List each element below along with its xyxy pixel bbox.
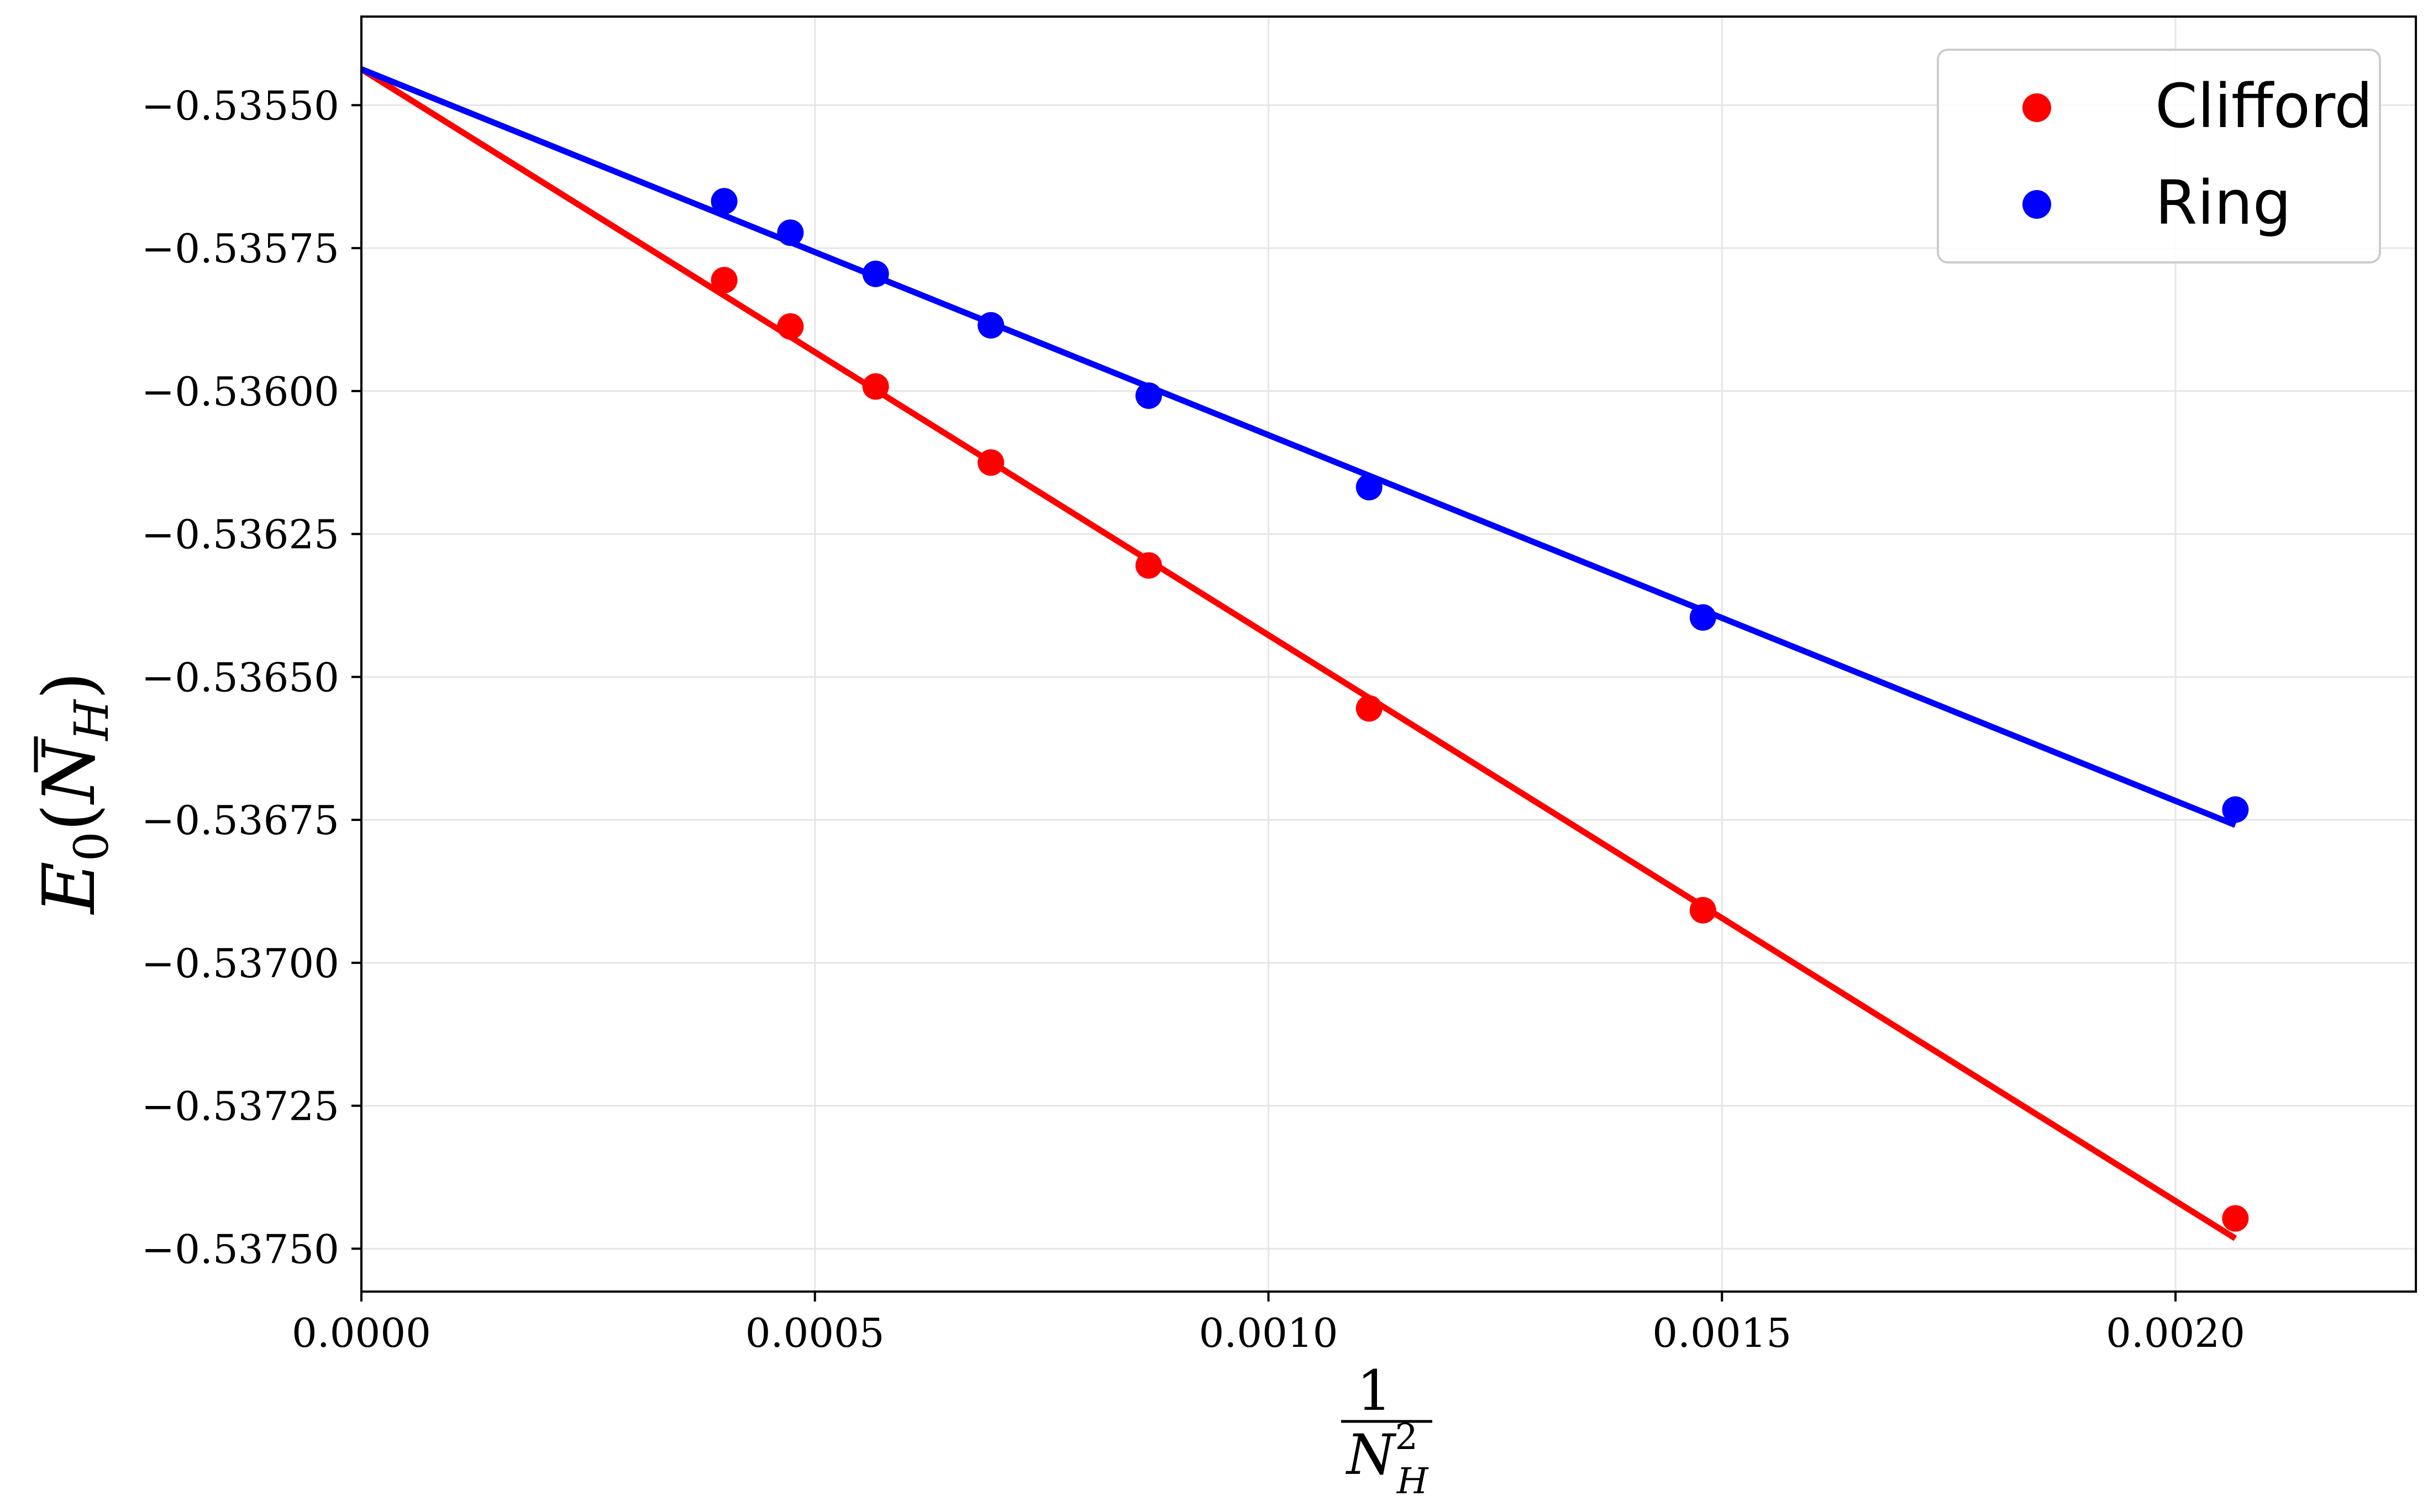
- grid: [360, 17, 2416, 1292]
- data-point-clifford: [777, 313, 804, 340]
- y-tick-label: −0.53600: [141, 368, 339, 415]
- data-point-ring: [1689, 604, 1716, 631]
- x-axis-label-denominator-sup: 2: [1395, 1416, 1418, 1458]
- axis-ticks: 0.0000 0.0005 0.0010 0.0015 0.0020 −0.53550 −0…: [141, 82, 2245, 1356]
- fit-line-ring: [360, 66, 2237, 828]
- y-axis-label-base: E: [27, 861, 111, 915]
- data-point-ring: [978, 312, 1005, 339]
- data-point-ring: [1355, 473, 1383, 501]
- y-tick-label: −0.53725: [141, 1083, 339, 1130]
- y-tick-label: −0.53750: [141, 1226, 339, 1272]
- y-tick-label: −0.53675: [141, 797, 339, 844]
- data-point-ring: [711, 188, 738, 215]
- data-point-ring: [1135, 382, 1162, 409]
- x-tick-label: 0.0005: [745, 1310, 885, 1356]
- y-axis-label-close: ): [27, 672, 111, 700]
- y-axis-label-arg-sub: H: [65, 699, 119, 742]
- y-axis-label: E0(NH): [27, 672, 119, 915]
- data-point-clifford: [1689, 897, 1716, 924]
- data-point-clifford: [1355, 695, 1383, 722]
- legend-marker-ring: [2022, 190, 2051, 219]
- plot-frame: [360, 15, 2417, 1293]
- y-axis-label-sub: 0: [65, 831, 119, 861]
- x-axis-label-numerator: 1: [1357, 1358, 1392, 1423]
- y-tick-label: −0.53575: [141, 225, 339, 272]
- data-point-clifford: [1135, 552, 1162, 579]
- x-tick-label: 0.0020: [2106, 1310, 2245, 1356]
- legend-marker-clifford: [2022, 93, 2051, 122]
- y-tick-label: −0.53700: [141, 940, 339, 987]
- x-tick-label: 0.0000: [292, 1310, 431, 1356]
- y-tick-label: −0.53550: [141, 82, 339, 129]
- x-axis-label-denominator: N2 H: [1346, 1416, 1429, 1502]
- x-axis-label-denominator-sub: H: [1396, 1461, 1429, 1502]
- y-axis-label-open: (: [27, 803, 111, 831]
- y-tick-label: −0.53625: [141, 512, 339, 558]
- x-axis-label: 1 N2 H: [1341, 1358, 1432, 1502]
- data-point-clifford: [862, 373, 889, 400]
- y-axis-label-arg: N: [27, 738, 111, 805]
- data-point-ring: [862, 260, 889, 287]
- data-point-clifford: [978, 449, 1005, 476]
- data-points: [711, 188, 2249, 1232]
- legend-label-ring: Ring: [2155, 167, 2292, 238]
- data-point-ring: [2222, 796, 2249, 823]
- legend-label-clifford: Clifford: [2155, 71, 2373, 141]
- x-axis-label-denominator-base: N: [1346, 1423, 1397, 1487]
- x-tick-label: 0.0010: [1199, 1310, 1338, 1356]
- data-point-clifford: [711, 267, 738, 294]
- data-point-ring: [777, 219, 804, 246]
- y-tick-label: −0.53650: [141, 654, 339, 700]
- fit-line-clifford: [360, 66, 2237, 1241]
- legend: Clifford Ring: [1937, 49, 2381, 264]
- data-point-clifford: [2222, 1205, 2249, 1232]
- fit-lines: [360, 66, 2237, 1241]
- x-tick-label: 0.0015: [1652, 1310, 1791, 1356]
